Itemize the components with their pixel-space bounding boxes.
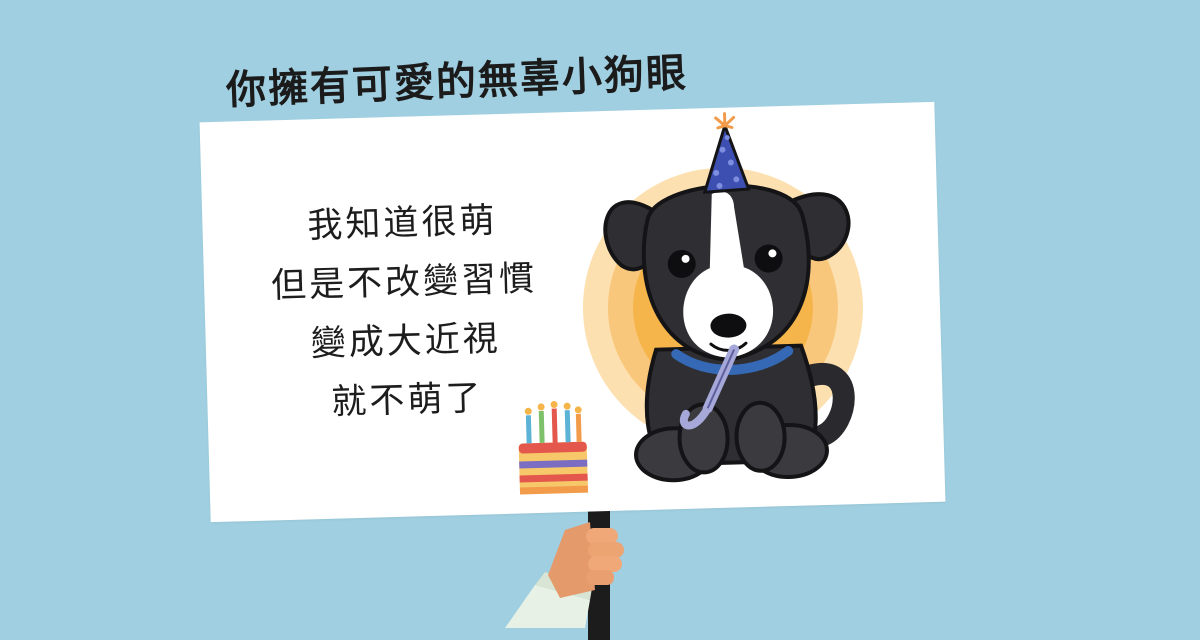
sign-artwork [518,112,863,495]
birthday-cake-icon [518,401,589,495]
party-blower-icon [680,344,740,430]
collar [671,345,794,375]
hand-palm [548,522,595,598]
dog-illustration [603,112,855,483]
finger [586,528,618,544]
sign-board: 我知道很萌 但是不改變習慣 變成大近視 就不萌了 [199,101,946,523]
party-hat-icon [702,112,751,194]
